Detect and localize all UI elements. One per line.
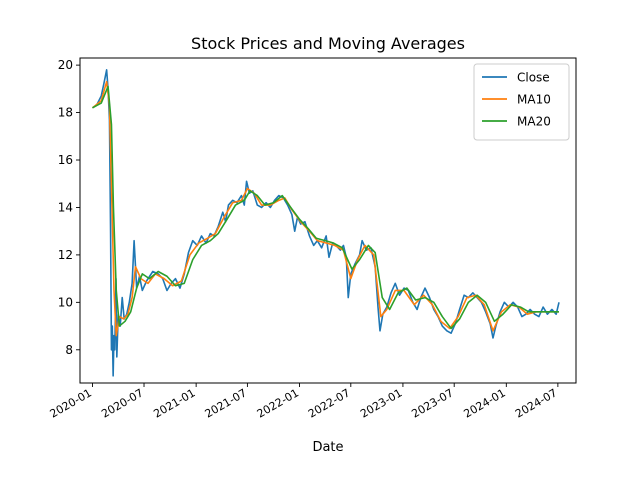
plot-area — [91, 69, 560, 377]
legend-label-ma10: MA10 — [517, 93, 551, 107]
y-tick-label: 8 — [65, 343, 73, 357]
x-axis-label: Date — [312, 440, 343, 455]
chart-title: Stock Prices and Moving Averages — [191, 34, 465, 53]
y-tick-label: 10 — [58, 295, 73, 309]
y-tick-label: 12 — [58, 248, 73, 262]
legend: Close MA10 MA20 — [473, 63, 570, 141]
y-tick-label: 18 — [58, 106, 73, 120]
y-axis: 8 10 12 14 16 18 20 — [58, 58, 80, 357]
y-tick-label: 14 — [58, 200, 73, 214]
y-tick-label: 20 — [58, 58, 73, 72]
axes-frame — [79, 57, 577, 384]
legend-label-ma20: MA20 — [517, 115, 551, 129]
y-tick-label: 16 — [58, 153, 73, 167]
legend-label-close: Close — [517, 71, 550, 85]
series-line-ma20 — [92, 85, 559, 330]
